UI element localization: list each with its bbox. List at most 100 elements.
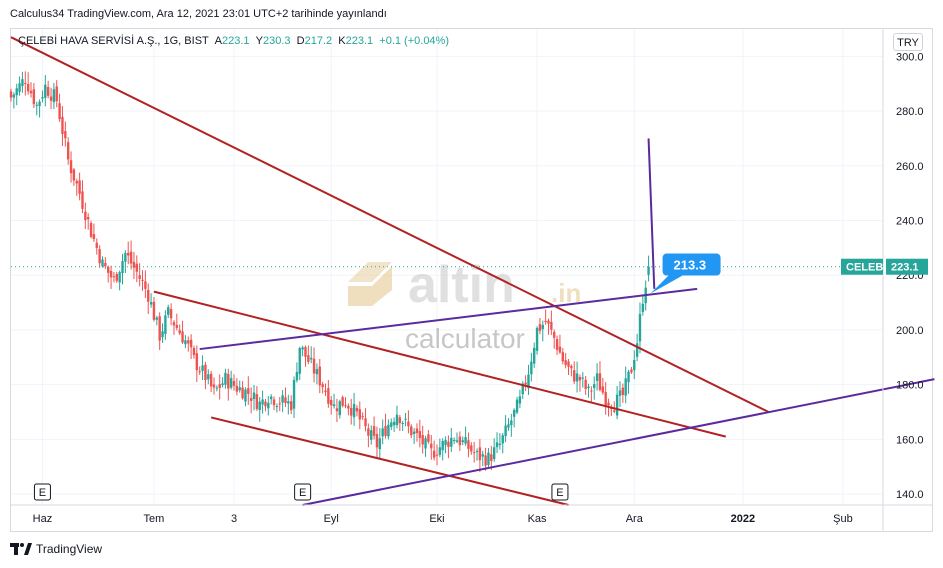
candle-body [275, 406, 279, 408]
candle-body [484, 455, 487, 466]
candle-body [627, 371, 630, 383]
candle-body [9, 91, 13, 98]
candle-body [547, 320, 550, 324]
price-value-bg [886, 258, 928, 275]
candle-body [26, 84, 30, 92]
candle-body [407, 421, 410, 427]
earnings-marker-label: E [39, 487, 46, 499]
candle-body [152, 301, 156, 320]
candle-body [615, 394, 619, 416]
candle-body [507, 424, 510, 428]
callout-value: 213.3 [674, 258, 707, 273]
trendline-purple [647, 138, 656, 289]
x-tick-label: 2022 [731, 513, 755, 525]
candle-body [238, 387, 241, 391]
candle-body [46, 87, 50, 96]
candle-body [278, 403, 281, 405]
candle-body [598, 373, 602, 390]
candle-body [490, 454, 493, 461]
candle-body [164, 315, 167, 334]
candle-body [492, 447, 496, 460]
candle-body [510, 420, 513, 426]
candle-body [461, 440, 464, 443]
candle-body [209, 373, 213, 387]
tradingview-logo-icon [10, 543, 32, 555]
candle-body [395, 414, 399, 426]
candle-body [255, 394, 259, 409]
candle-body [86, 217, 90, 220]
candle-body [584, 379, 587, 389]
candle-body [544, 320, 547, 323]
y-tick-label: 240.0 [896, 215, 924, 227]
candle-body [495, 442, 499, 448]
candle-body [533, 347, 536, 364]
candle-body [227, 374, 230, 389]
candle-body [601, 386, 605, 393]
candle-body [161, 331, 164, 338]
candle-body [224, 372, 227, 385]
chart-grid [11, 29, 883, 505]
candle-body [118, 272, 121, 283]
ticker-label-bg [841, 258, 883, 275]
candle-body [358, 409, 361, 420]
x-tick-label: Tem [144, 513, 165, 525]
candle-body [267, 402, 270, 409]
candle-body [344, 405, 347, 407]
candle-body [390, 422, 393, 427]
candle-body [55, 86, 58, 102]
candle-body [207, 374, 210, 380]
candle-body [524, 382, 527, 385]
candle-body [235, 385, 239, 392]
candle-body [607, 402, 610, 406]
candle-body [244, 389, 247, 402]
chart-frame[interactable] [10, 28, 933, 532]
candle-body [435, 454, 439, 456]
candle-body [567, 361, 570, 367]
candle-body [555, 339, 559, 350]
candle-body [72, 169, 76, 181]
price-value: 223.1 [891, 262, 919, 274]
candle-body [573, 370, 576, 382]
candle-body [470, 445, 473, 452]
candle-body [515, 399, 519, 413]
candle-body [341, 397, 344, 406]
candle-body [101, 259, 104, 267]
candle-body [78, 180, 81, 194]
candle-body [98, 249, 101, 264]
candle-body [184, 340, 187, 345]
candle-body [169, 309, 173, 319]
candle-body [361, 416, 364, 418]
currency-button[interactable]: TRY [893, 33, 923, 51]
candle-body [201, 365, 204, 371]
watermark: altin .in calculator [348, 256, 581, 354]
candle-body [292, 380, 296, 409]
candle-body [355, 407, 359, 412]
candle-body [481, 454, 484, 457]
candle-body [535, 327, 539, 351]
candle-body [372, 426, 376, 436]
candle-body [35, 104, 38, 106]
candle-body [189, 339, 193, 348]
tradingview-brand[interactable]: TradingView [10, 542, 102, 556]
legend-close: 223.1 [345, 35, 374, 47]
candle-body [109, 270, 113, 278]
candle-body [221, 383, 224, 386]
candle-body [578, 377, 582, 381]
candle-body [147, 289, 150, 302]
candle-body [364, 418, 367, 427]
candle-body [29, 90, 33, 94]
candle-body [415, 428, 419, 434]
candle-body [232, 380, 236, 386]
candle-body [12, 94, 16, 98]
candle-body [304, 347, 307, 357]
trendline-red [153, 290, 726, 438]
x-tick-label: Şub [833, 513, 853, 525]
y-tick-label: 300.0 [896, 51, 924, 63]
candle-body [561, 352, 564, 362]
legend-low: 217.2 [304, 35, 333, 47]
candle-body [61, 116, 64, 134]
candle-body [647, 266, 650, 275]
candle-body [550, 321, 553, 330]
